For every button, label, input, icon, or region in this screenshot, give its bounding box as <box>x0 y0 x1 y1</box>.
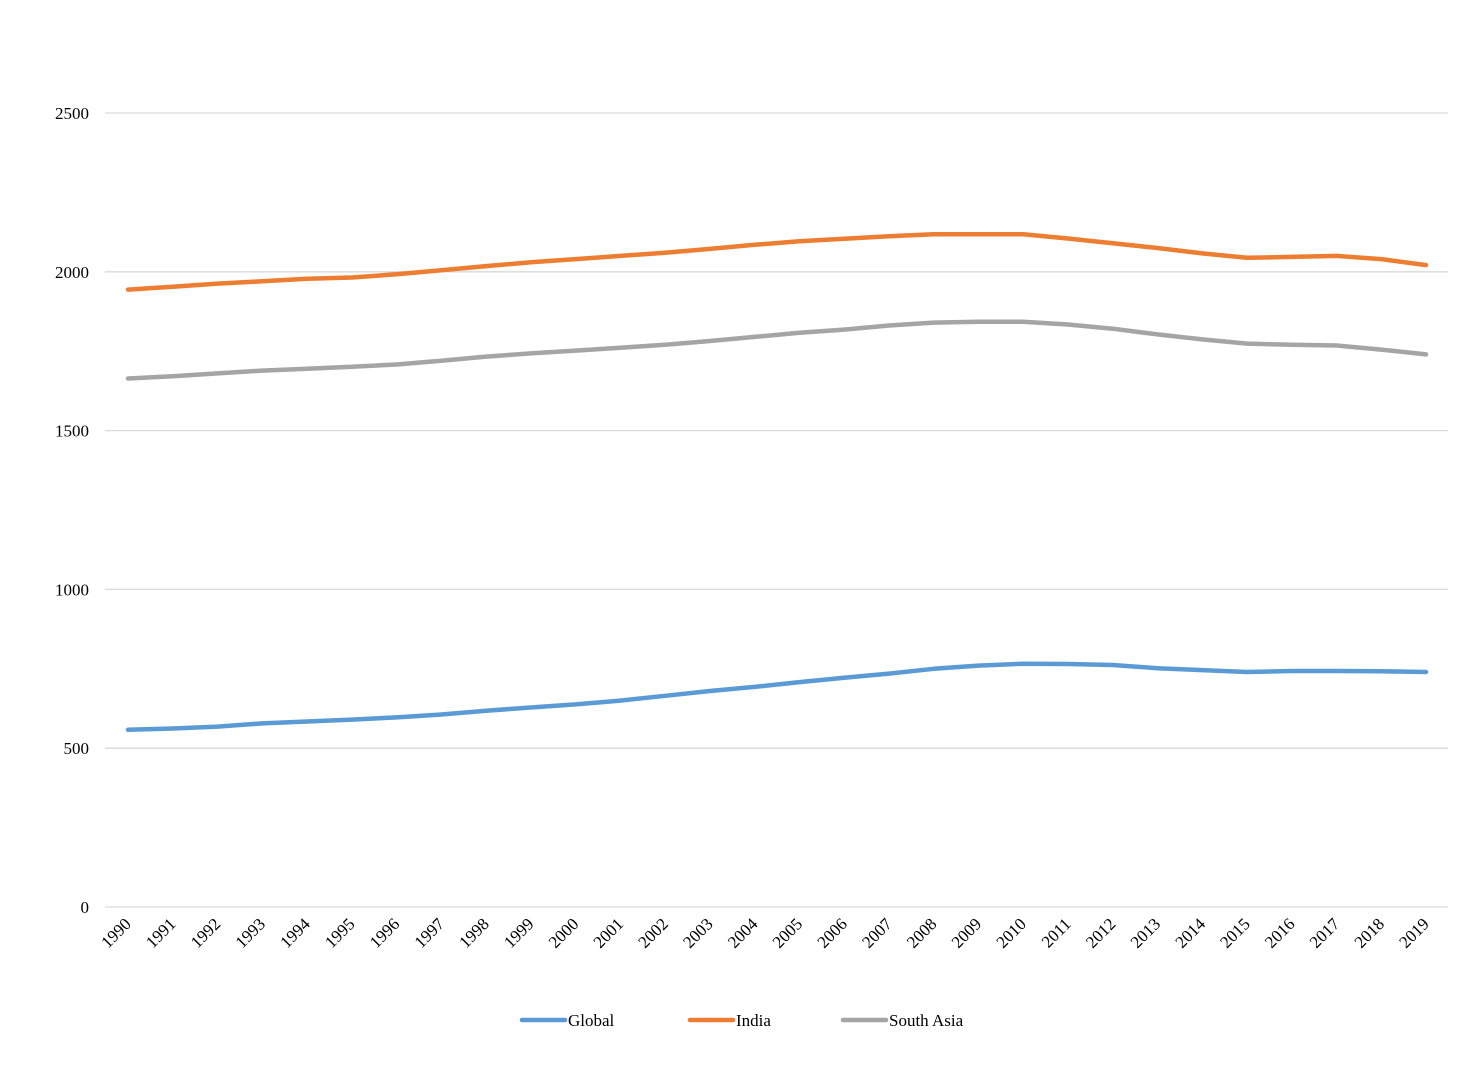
x-axis-ticks: 1990 1991 1992 1993 1994 1995 1996 1997 1998 1999… <box>97 914 1432 952</box>
x-tick-label: 2006 <box>813 914 850 951</box>
y-tick-label: 500 <box>64 739 90 758</box>
x-tick-label: 2012 <box>1082 914 1119 951</box>
legend-label-global: Global <box>568 1011 615 1030</box>
x-tick-label: 2007 <box>858 914 896 952</box>
x-tick-label: 2018 <box>1351 914 1388 951</box>
x-tick-label: 2000 <box>545 914 582 951</box>
legend: Global India South Asia <box>519 1011 964 1030</box>
x-tick-label: 2003 <box>679 914 716 951</box>
x-tick-label: 1999 <box>500 914 537 951</box>
x-tick-label: 2001 <box>590 914 627 951</box>
y-tick-label: 2500 <box>55 104 89 123</box>
x-tick-label: 2017 <box>1306 914 1344 952</box>
x-tick-label: 1990 <box>97 914 134 951</box>
x-tick-label: 1997 <box>411 914 449 952</box>
x-tick-label: 1994 <box>276 914 314 952</box>
y-tick-label: 2000 <box>55 263 89 282</box>
x-tick-label: 2008 <box>903 914 940 951</box>
series-lines <box>125 232 1429 733</box>
y-tick-label: 1000 <box>55 580 89 599</box>
series-line-global <box>125 661 1429 733</box>
legend-label-india: India <box>736 1011 771 1030</box>
x-tick-label: 1998 <box>455 914 492 951</box>
gridlines <box>105 112 1448 908</box>
x-tick-label: 2005 <box>769 914 806 951</box>
x-tick-label: 2011 <box>1038 914 1075 951</box>
x-tick-label: 2009 <box>948 914 985 951</box>
x-tick-label: 1991 <box>142 914 179 951</box>
x-tick-label: 1992 <box>187 914 224 951</box>
x-tick-label: 1993 <box>232 914 269 951</box>
series-line-india <box>125 232 1429 292</box>
y-tick-label: 1500 <box>55 422 89 441</box>
y-axis-ticks: 0 500 1000 1500 2000 2500 <box>55 104 89 917</box>
x-tick-label: 1995 <box>321 914 358 951</box>
x-tick-label: 2002 <box>634 914 671 951</box>
x-tick-label: 2004 <box>724 914 762 952</box>
x-tick-label: 2016 <box>1261 914 1298 951</box>
y-tick-label: 0 <box>81 898 90 917</box>
x-tick-label: 1996 <box>366 914 403 951</box>
x-tick-label: 2014 <box>1172 914 1210 952</box>
series-line-south-asia <box>125 319 1429 381</box>
legend-label-south-asia: South Asia <box>889 1011 964 1030</box>
x-tick-label: 2013 <box>1127 914 1164 951</box>
x-tick-label: 2019 <box>1395 914 1432 951</box>
x-tick-label: 2015 <box>1216 914 1253 951</box>
x-tick-label: 2010 <box>993 914 1030 951</box>
